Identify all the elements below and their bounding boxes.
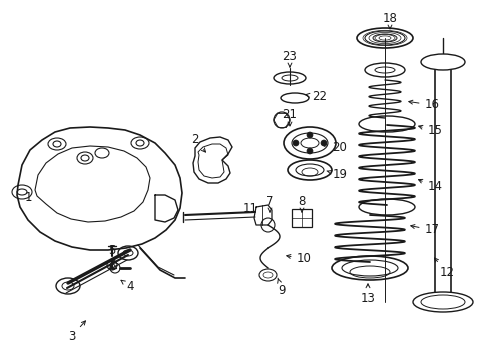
- Text: 18: 18: [382, 12, 397, 29]
- Polygon shape: [17, 127, 182, 250]
- Ellipse shape: [420, 54, 464, 70]
- Text: 11: 11: [242, 202, 257, 216]
- Text: 14: 14: [418, 179, 442, 193]
- Text: 16: 16: [408, 99, 439, 112]
- Text: 4: 4: [121, 280, 134, 293]
- Circle shape: [292, 140, 298, 146]
- Text: 6: 6: [108, 261, 116, 274]
- Text: 20: 20: [321, 141, 347, 154]
- FancyBboxPatch shape: [434, 65, 450, 305]
- Circle shape: [306, 132, 312, 138]
- Text: 1: 1: [24, 192, 32, 204]
- Text: 9: 9: [277, 278, 285, 297]
- Text: 17: 17: [410, 224, 439, 237]
- Text: 21: 21: [282, 108, 297, 126]
- Text: 22: 22: [305, 90, 327, 104]
- Polygon shape: [35, 146, 150, 222]
- Text: 13: 13: [360, 284, 375, 305]
- Text: 7: 7: [265, 195, 273, 212]
- Text: 2: 2: [191, 134, 205, 152]
- Text: 10: 10: [286, 252, 311, 265]
- Text: 12: 12: [433, 258, 453, 279]
- Text: 5: 5: [108, 244, 116, 257]
- Text: 19: 19: [326, 168, 347, 181]
- Text: 15: 15: [418, 125, 442, 138]
- Polygon shape: [193, 137, 231, 183]
- Circle shape: [306, 148, 312, 154]
- Text: 8: 8: [298, 195, 305, 212]
- Text: 3: 3: [68, 321, 85, 342]
- Ellipse shape: [412, 292, 472, 312]
- Circle shape: [320, 140, 326, 146]
- Text: 23: 23: [282, 50, 297, 67]
